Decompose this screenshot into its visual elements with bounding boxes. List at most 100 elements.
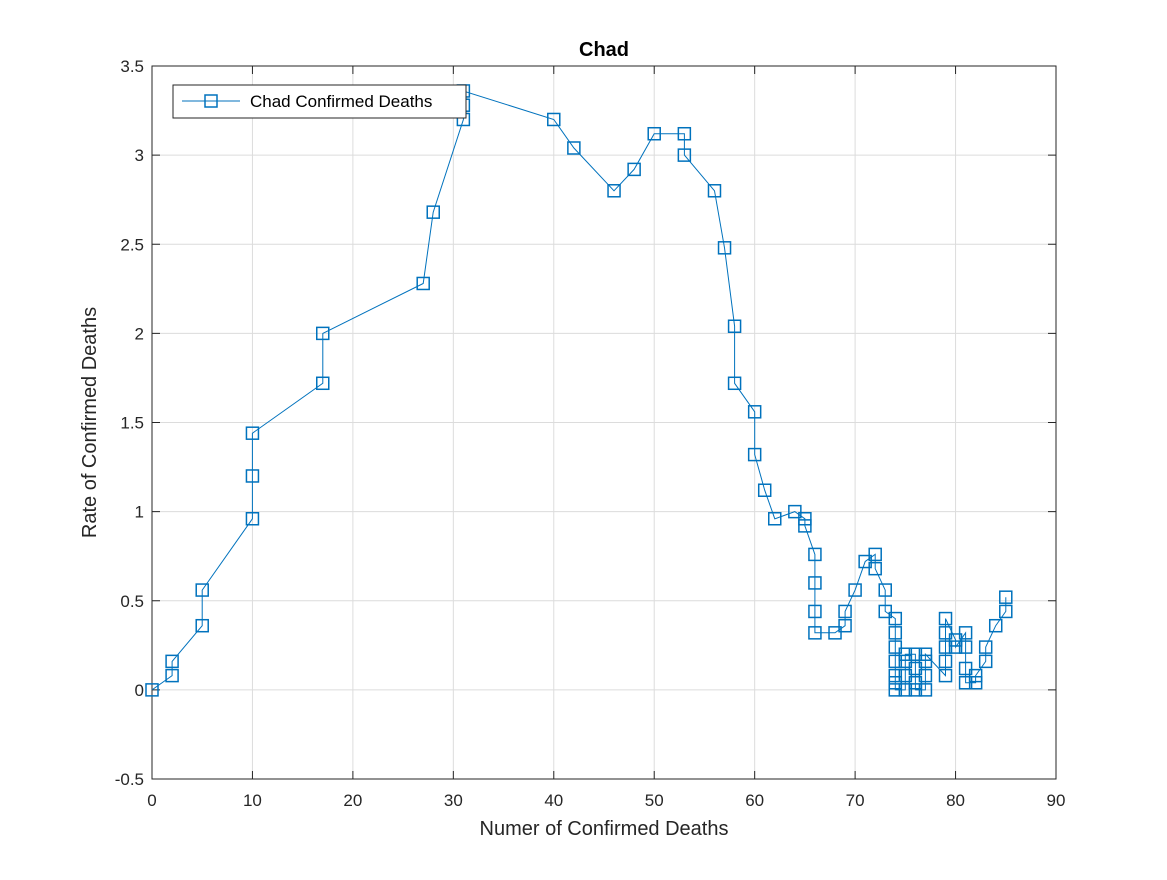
y-tick-label: 2.5 <box>120 235 144 254</box>
data-point-marker <box>547 112 561 127</box>
axis-ticks: 0 10 20 30 40 50 60 70 80 90-0.500.511.522.533.5 <box>115 57 1066 810</box>
x-tick-label: 80 <box>946 791 965 810</box>
x-tick-label: 50 <box>645 791 664 810</box>
data-point-marker <box>677 148 692 162</box>
data-point-marker <box>808 626 822 640</box>
data-point-marker <box>798 519 812 533</box>
data-point-marker <box>908 647 923 661</box>
data-point-marker <box>888 640 903 654</box>
x-tick-label: 90 <box>1047 791 1066 810</box>
data-point-marker <box>958 675 973 690</box>
data-point-marker <box>938 626 953 640</box>
y-axis-label: Rate of Confirmed Deaths <box>79 307 101 538</box>
data-point-marker <box>888 611 903 626</box>
legend-label: Chad Confirmed Deaths <box>250 92 432 111</box>
data-point-marker <box>768 512 782 526</box>
data-point-marker <box>938 611 953 626</box>
data-point-marker <box>165 668 179 683</box>
data-point-marker <box>908 683 923 697</box>
data-point-marker <box>958 626 973 640</box>
data-point-marker <box>838 604 852 619</box>
data-point-marker <box>999 590 1013 604</box>
x-axis-label: Numer of Confirmed Deaths <box>480 818 729 840</box>
y-tick-label: 0 <box>135 681 144 700</box>
x-tick-label: 10 <box>243 791 262 810</box>
x-tick-label: 20 <box>343 791 362 810</box>
data-point-marker <box>727 319 742 333</box>
data-point-marker <box>868 561 882 576</box>
chart-title: Chad <box>579 39 629 61</box>
data-point-marker <box>416 276 430 291</box>
data-point-marker <box>958 661 973 676</box>
data-point-marker <box>808 547 822 562</box>
data-point-marker <box>838 618 852 633</box>
data-point-marker <box>878 604 892 619</box>
data-point-marker <box>245 469 260 483</box>
data-point-marker <box>717 241 732 255</box>
data-point-marker <box>808 576 822 590</box>
data-point-marker <box>999 604 1013 619</box>
data-point-marker <box>607 184 621 198</box>
y-tick-label: 0.5 <box>120 592 144 611</box>
series-layer <box>145 84 1013 697</box>
x-tick-label: 30 <box>444 791 463 810</box>
data-point-marker <box>727 376 742 391</box>
data-point-marker <box>747 447 762 462</box>
data-point-marker <box>898 683 913 697</box>
data-point-marker <box>908 675 923 690</box>
data-point-marker <box>195 618 209 633</box>
data-point-marker <box>195 583 209 597</box>
data-point-marker <box>788 504 802 519</box>
data-point-marker <box>868 547 882 562</box>
data-point-marker <box>426 205 440 219</box>
data-point-marker <box>908 661 923 676</box>
data-point-marker <box>888 626 903 640</box>
legend-square-marker <box>204 94 218 108</box>
data-point-marker <box>988 618 1003 633</box>
data-point-marker <box>958 640 973 654</box>
data-point-marker <box>978 640 993 654</box>
y-tick-label: 1.5 <box>120 414 144 433</box>
data-point-marker <box>858 554 872 569</box>
y-tick-label: 3.5 <box>120 57 144 76</box>
grid-lines <box>151 65 1057 780</box>
data-point-marker <box>707 184 722 198</box>
data-point-marker <box>918 668 933 683</box>
data-point-marker <box>938 640 953 654</box>
data-point-marker <box>968 675 983 690</box>
data-point-marker <box>757 483 772 497</box>
y-tick-label: 2 <box>135 324 144 343</box>
y-tick-label: -0.5 <box>115 770 144 789</box>
y-tick-label: 1 <box>135 503 144 522</box>
x-tick-label: 70 <box>846 791 865 810</box>
data-point-marker <box>888 668 903 683</box>
data-point-marker <box>316 326 330 341</box>
data-point-marker <box>898 647 913 661</box>
data-point-marker <box>627 162 641 177</box>
data-point-marker <box>948 633 963 647</box>
data-point-marker <box>316 376 330 391</box>
x-tick-label: 60 <box>745 791 764 810</box>
data-point-marker <box>918 647 933 661</box>
data-point-marker <box>245 512 260 526</box>
data-point-marker <box>888 675 903 690</box>
data-point-marker <box>888 654 903 669</box>
data-point-marker <box>808 604 822 619</box>
data-point-marker <box>968 668 983 683</box>
data-point-marker <box>888 683 903 697</box>
data-point-marker <box>677 126 692 141</box>
data-point-marker <box>828 626 842 640</box>
data-point-marker <box>878 583 892 597</box>
data-point-marker <box>798 512 812 526</box>
data-point-marker <box>647 126 661 141</box>
x-tick-label: 0 <box>147 791 156 810</box>
legend: Chad Confirmed Deaths <box>172 84 467 119</box>
data-point-marker <box>918 654 933 669</box>
data-point-marker <box>567 141 581 155</box>
data-point-marker <box>848 583 862 597</box>
data-point-marker <box>948 640 963 654</box>
data-point-marker <box>145 683 159 697</box>
data-point-marker <box>898 654 913 669</box>
